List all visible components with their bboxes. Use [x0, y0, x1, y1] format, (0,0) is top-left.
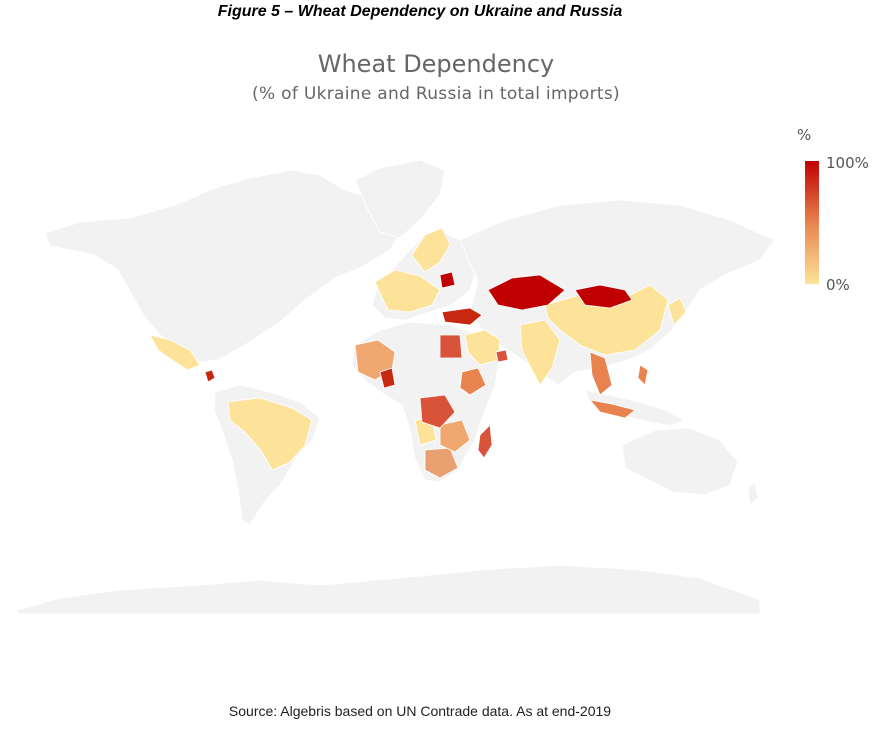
australia-shape [621, 427, 739, 496]
region-southeast-asia [589, 351, 613, 396]
region-turkey [441, 307, 483, 326]
region-gulf-of-guinea [379, 367, 396, 389]
region-indonesia [588, 399, 636, 419]
region-mexico [149, 334, 201, 371]
region-philippines [637, 364, 649, 386]
map-subtitle: (% of Ukraine and Russia in total import… [252, 84, 620, 104]
north-america-shape [44, 169, 406, 363]
map-title: Wheat Dependency [317, 50, 555, 78]
figure-caption: Figure 5 – Wheat Dependency on Ukraine a… [217, 3, 623, 20]
region-eastern-africa [439, 419, 471, 453]
legend-min-label: 0% [826, 276, 850, 294]
base-landmass [17, 159, 776, 615]
new-zealand-shape [747, 481, 759, 507]
region-mongolia [574, 284, 633, 309]
region-eastern-europe [439, 271, 456, 289]
legend-title: % [797, 126, 812, 144]
region-southern-africa [424, 447, 459, 479]
greenland-shape [354, 159, 446, 239]
region-india [519, 319, 561, 386]
region-japan [667, 297, 687, 326]
region-brazil [227, 397, 313, 471]
region-kazakhstan [487, 274, 566, 311]
legend-color-bar [805, 161, 819, 284]
dependency-regions [149, 227, 687, 479]
region-western-europe [374, 269, 441, 313]
region-yemen [495, 349, 509, 363]
region-central-africa [419, 394, 456, 429]
legend-max-label: 100% [826, 154, 869, 172]
source-note: Source: Algebris based on UN Contrade da… [228, 703, 612, 719]
region-central-america [204, 369, 216, 383]
region-madagascar [477, 424, 493, 459]
region-scandinavia [411, 227, 451, 273]
region-ethiopia [459, 367, 487, 396]
region-egypt [439, 334, 463, 359]
antarctica-shape [17, 564, 761, 615]
